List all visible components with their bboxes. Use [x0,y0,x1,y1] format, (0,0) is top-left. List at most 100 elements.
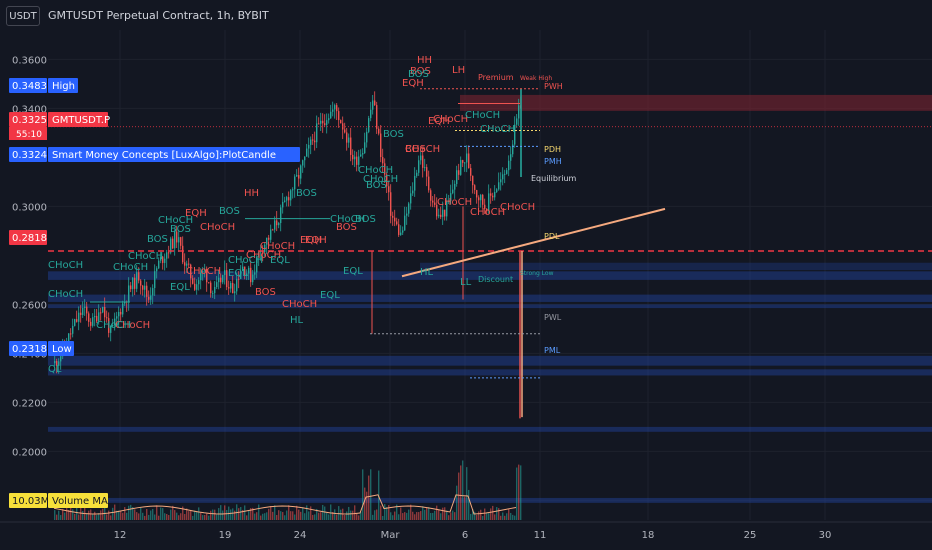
smc-label-green: CHoCH [48,289,83,300]
volume-bar [282,512,284,520]
volume-bar [362,469,364,520]
price-badge-value-bg [9,112,47,127]
candle-body [270,229,272,240]
candle-body [96,315,98,322]
currency-button[interactable]: USDT [6,6,40,26]
candle-body [180,237,182,246]
candle-body [498,182,500,190]
candle-body [480,194,482,201]
candle-body [494,192,496,198]
candle-body [188,263,190,265]
candle-body [482,194,484,205]
candle-body [104,307,106,318]
volume-bar [498,508,500,520]
price-badge-value-bg [9,230,47,245]
candle-body [474,185,476,191]
price-axis[interactable]: 0.36000.34000.30000.26000.24000.22000.20… [0,30,48,520]
volume-bar [332,511,334,520]
volume-bar [92,514,94,520]
price-badge-value: 10.03M [12,496,49,507]
smc-label-red: LH [452,65,465,76]
volume-bar [112,507,114,520]
volume-bar [270,506,272,520]
volume-bar [506,513,508,520]
time-axis[interactable]: 12 19 24 Mar 6 11 18 25 30 [0,521,932,550]
candle-body [152,288,154,296]
volume-bar [472,509,474,520]
candle-body [366,131,368,143]
candle-body [414,175,416,191]
candle-body [340,120,342,124]
volume-bar [280,511,282,520]
price-badge-value-bg [9,493,47,508]
candle-body [280,207,282,223]
volume-bar [340,509,342,520]
candle-body [344,129,346,133]
candle-body [514,124,516,145]
volume-bar [458,472,460,520]
volume-bar [320,512,322,520]
candle-body [150,295,152,300]
volume-bar [254,513,256,520]
candle-body [426,167,428,177]
candle-body [478,197,480,201]
volume-bar [184,514,186,520]
candle-body [266,237,268,245]
volume-bar [294,514,296,520]
price-tick-label: 0.2600 [12,300,47,311]
smc-label-red: BOS [410,66,431,77]
volume-bar [448,515,450,520]
volume-bar [314,514,316,520]
volume-bar [490,508,492,520]
candle-body [88,313,90,322]
smc-label-green: HL [420,267,434,278]
price-badge: 0.3324 Smart Money Concepts [LuxAlgo]:Plo… [9,147,300,162]
volume-bar [412,511,414,520]
order-block-zone [48,271,932,280]
candle-body [308,144,310,149]
candle-body [140,280,142,286]
volume-bar [476,514,478,520]
zone-label-discount: Discount [478,275,513,284]
volume-bar [374,510,376,520]
smc-label-green: CHoCH [363,174,398,185]
candle-body [456,170,458,184]
smc-label-red: HH [417,55,432,66]
volume-bar [118,510,120,520]
volume-bar [60,515,62,520]
volume-bar [358,515,360,520]
smc-label-red: EQH [305,235,327,246]
volume-bar [470,513,472,520]
volume-bar [464,496,466,520]
volume-bar [296,505,298,520]
candle-body [430,190,432,201]
candle-body [246,273,248,276]
volume-bar [166,513,168,520]
volume-bar [364,487,366,520]
candle-body [124,301,126,304]
candle-body [400,232,402,235]
volume-bar [170,509,172,520]
volume-bar [302,507,304,520]
candle-body [518,105,520,119]
volume-bar [344,514,346,520]
volume-bar [520,465,522,520]
price-badge-value: 0.3324 [12,150,47,161]
time-tick-label: 30 [819,530,832,541]
zone-label-pmh: PMH [544,157,562,166]
order-block-zone [48,294,932,302]
volume-bar [438,510,440,520]
candle-body [264,244,266,253]
candle-body [354,156,356,160]
candle-body [130,285,132,290]
price-badge-text-bg [48,147,300,162]
volume-bar [350,510,352,520]
volume-bar [190,510,192,520]
candle-body [440,214,442,217]
volume-bar [386,506,388,520]
candle-body [388,186,390,193]
smc-label-green: CHoCH [128,251,163,262]
time-tick-label: 11 [534,530,547,541]
candle-body [516,118,518,125]
